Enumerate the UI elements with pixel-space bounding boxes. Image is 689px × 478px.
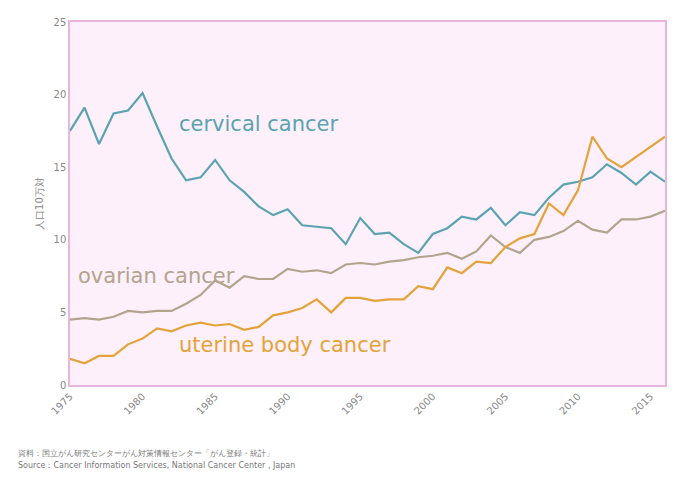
svg-text:15: 15 [54, 162, 67, 173]
svg-text:Source：Cancer Information Serv: Source：Cancer Information Services, Nati… [18, 461, 295, 470]
svg-text:ovarian cancer: ovarian cancer [78, 264, 235, 288]
svg-text:20: 20 [54, 89, 67, 100]
svg-text:0: 0 [60, 380, 66, 391]
svg-text:人口10万対: 人口10万対 [34, 177, 45, 230]
svg-text:25: 25 [54, 17, 67, 28]
svg-text:1975: 1975 [49, 391, 75, 417]
svg-text:1990: 1990 [267, 391, 293, 417]
svg-text:cervical cancer: cervical cancer [179, 112, 338, 136]
svg-text:5: 5 [60, 307, 66, 318]
svg-text:uterine body cancer: uterine body cancer [179, 333, 391, 357]
svg-text:2015: 2015 [630, 391, 656, 417]
svg-text:10: 10 [54, 234, 67, 245]
svg-text:2005: 2005 [485, 391, 511, 417]
svg-text:資料：国立がん研究センターがん対策情報センター「がん登録・統: 資料：国立がん研究センターがん対策情報センター「がん登録・統計」 [18, 449, 274, 458]
svg-text:1980: 1980 [122, 391, 148, 417]
svg-text:1995: 1995 [339, 391, 365, 417]
svg-text:1985: 1985 [194, 391, 220, 417]
svg-text:2000: 2000 [412, 391, 438, 417]
svg-text:2010: 2010 [557, 391, 583, 417]
